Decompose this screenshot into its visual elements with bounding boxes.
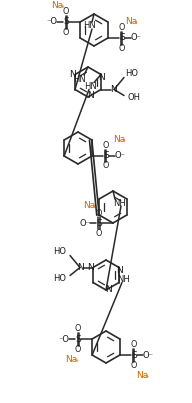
Text: O⁻: O⁻: [142, 351, 153, 359]
Text: N: N: [88, 91, 94, 100]
Text: ⁺: ⁺: [134, 19, 138, 29]
Text: ⁺: ⁺: [92, 204, 96, 214]
Text: S: S: [96, 218, 102, 228]
Text: N: N: [99, 73, 105, 82]
Text: O: O: [119, 44, 125, 53]
Text: O: O: [75, 324, 81, 333]
Text: HO: HO: [54, 247, 66, 256]
Text: N: N: [117, 266, 123, 275]
Text: O: O: [131, 361, 137, 370]
Text: O⁻: O⁻: [114, 152, 125, 160]
Text: HN: HN: [85, 82, 97, 91]
Text: O: O: [96, 208, 102, 218]
Text: N: N: [87, 263, 93, 272]
Text: HO: HO: [54, 274, 66, 283]
Text: NH: NH: [113, 199, 125, 208]
Text: ⁺: ⁺: [145, 374, 149, 382]
Text: OH: OH: [127, 93, 141, 102]
Text: S: S: [63, 17, 69, 27]
Text: O: O: [103, 162, 109, 170]
Text: Na: Na: [136, 370, 148, 380]
Text: N: N: [106, 285, 112, 293]
Text: Na: Na: [125, 17, 137, 25]
Text: O: O: [96, 229, 102, 237]
Text: O: O: [103, 141, 109, 150]
Text: N: N: [77, 263, 83, 272]
Text: Na: Na: [83, 202, 95, 210]
Text: S: S: [119, 33, 125, 42]
Text: O⁻: O⁻: [79, 220, 90, 229]
Text: S: S: [75, 334, 81, 343]
Text: NH: NH: [118, 275, 130, 284]
Text: Na: Na: [65, 355, 77, 364]
Text: O: O: [131, 340, 137, 349]
Text: ⁺: ⁺: [74, 357, 78, 366]
Text: S: S: [131, 351, 137, 359]
Text: HN: HN: [84, 21, 96, 31]
Text: N: N: [69, 70, 75, 79]
Text: N: N: [111, 85, 117, 94]
Text: O⁻: O⁻: [130, 33, 141, 42]
Text: ⁻O: ⁻O: [47, 17, 58, 27]
Text: HO: HO: [126, 69, 138, 78]
Text: Na: Na: [113, 135, 125, 143]
Text: ⁻O: ⁻O: [59, 334, 70, 343]
Text: O: O: [119, 23, 125, 32]
Text: O: O: [63, 28, 69, 37]
Text: O: O: [75, 345, 81, 354]
Text: ⁺: ⁺: [60, 4, 64, 12]
Text: O: O: [63, 7, 69, 16]
Text: ⁺: ⁺: [122, 137, 126, 147]
Text: S: S: [103, 152, 109, 160]
Text: HN: HN: [74, 75, 86, 85]
Text: Na: Na: [51, 0, 63, 10]
